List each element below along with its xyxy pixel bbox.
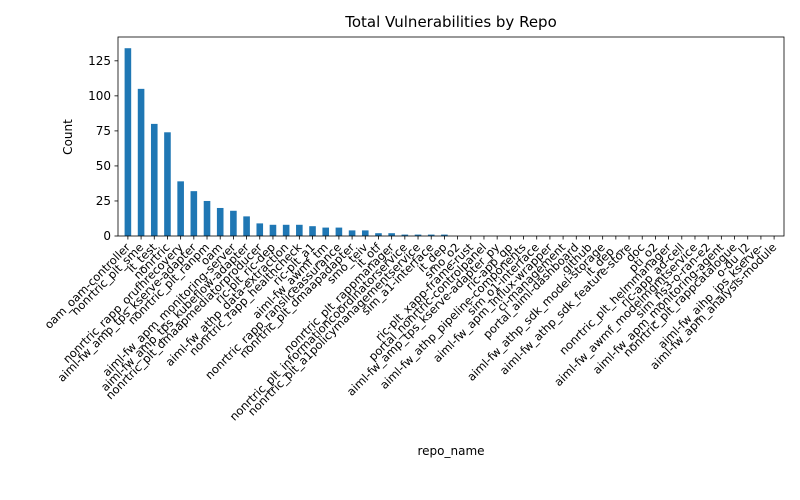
bar — [414, 234, 422, 236]
bar — [388, 233, 395, 236]
bar — [282, 224, 290, 236]
bar — [256, 223, 264, 236]
x-axis-ticks: oam_oam-controllernonrtric_plt_smeit_tes… — [42, 236, 779, 424]
bar — [361, 230, 369, 236]
bar — [150, 123, 158, 236]
bar — [164, 132, 171, 236]
y-axis-ticks: 0 25 50 75 100 125 — [88, 54, 118, 243]
chart-title: Total Vulnerabilities by Repo — [344, 13, 557, 31]
plot-frame — [117, 36, 785, 237]
bar — [203, 200, 211, 236]
bar — [269, 224, 277, 236]
bar — [243, 216, 250, 236]
bar — [441, 234, 448, 236]
bar — [296, 224, 303, 236]
bar — [230, 210, 237, 236]
bar — [348, 230, 356, 236]
bar — [427, 234, 435, 236]
bars-group — [124, 48, 448, 236]
bar — [124, 48, 132, 236]
bar — [322, 227, 330, 236]
bar — [375, 233, 382, 236]
y-tick-label: 125 — [88, 54, 111, 68]
y-tick-label: 0 — [103, 229, 111, 243]
bar — [137, 88, 145, 236]
bar — [309, 226, 316, 236]
bar — [190, 191, 198, 236]
y-tick-label: 25 — [96, 194, 111, 208]
y-tick-label: 50 — [96, 159, 111, 173]
bar — [177, 181, 184, 236]
bar — [335, 227, 343, 236]
x-axis-label: repo_name — [417, 444, 484, 458]
y-tick-label: 75 — [96, 124, 111, 138]
bar — [216, 207, 224, 236]
y-tick-label: 100 — [88, 89, 111, 103]
bar — [401, 234, 409, 236]
y-axis-label: Count — [61, 119, 75, 155]
